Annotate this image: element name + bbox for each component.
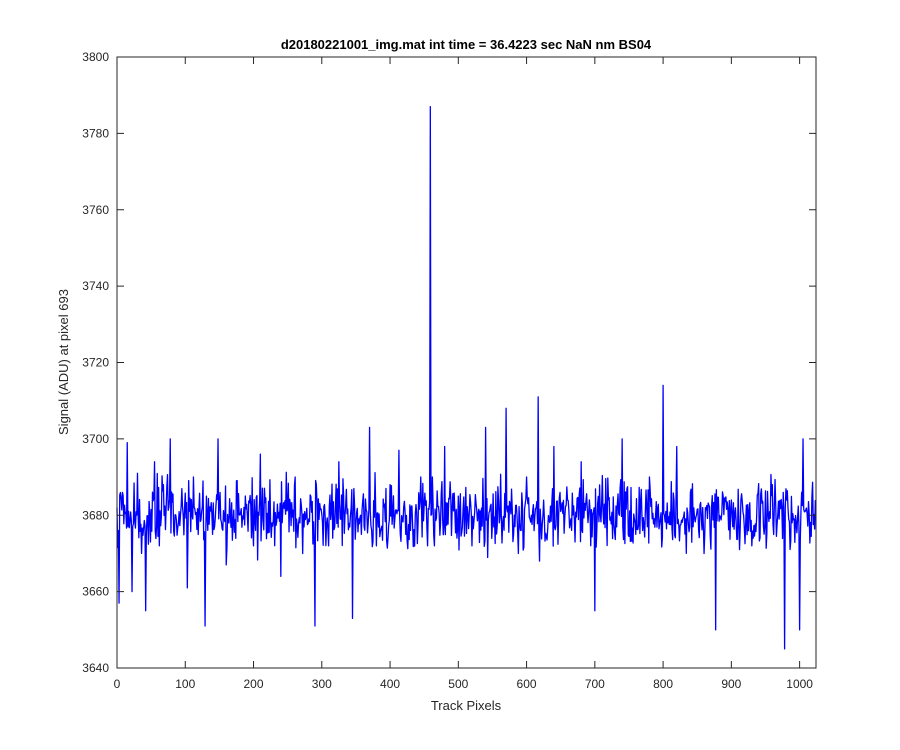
x-tick-label: 800 <box>653 677 673 691</box>
y-tick-label: 3740 <box>82 279 109 293</box>
x-tick-label: 600 <box>517 677 537 691</box>
y-axis-label: Signal (ADU) at pixel 693 <box>56 289 71 435</box>
y-tick-label: 3660 <box>82 585 109 599</box>
chart-title: d20180221001_img.mat int time = 36.4223 … <box>281 37 652 52</box>
y-tick-label: 3640 <box>82 661 109 675</box>
plot-area <box>116 56 817 669</box>
x-axis-label: Track Pixels <box>431 698 502 713</box>
x-tick-label: 500 <box>448 677 468 691</box>
y-tick-label: 3780 <box>82 126 109 140</box>
y-tick-label: 3680 <box>82 508 109 522</box>
x-tick-label: 300 <box>312 677 332 691</box>
x-tick-label: 900 <box>721 677 741 691</box>
x-axis-ticks: 0 100 200 300 400 500 600 700 800 900 1000 <box>114 57 813 691</box>
axes-background <box>117 57 816 668</box>
y-tick-label: 3760 <box>82 203 109 217</box>
y-tick-label: 3700 <box>82 432 109 446</box>
x-tick-label: 0 <box>114 677 121 691</box>
y-axis-ticks: 3640 3660 3680 3700 3720 3740 3760 3780 3800 <box>82 50 816 675</box>
y-tick-label: 3720 <box>82 356 109 370</box>
x-tick-label: 700 <box>585 677 605 691</box>
x-tick-label: 400 <box>380 677 400 691</box>
x-tick-label: 1000 <box>786 677 813 691</box>
x-tick-label: 100 <box>175 677 195 691</box>
signal-series-line <box>116 105 816 650</box>
x-tick-label: 200 <box>244 677 264 691</box>
y-tick-label: 3800 <box>82 50 109 64</box>
